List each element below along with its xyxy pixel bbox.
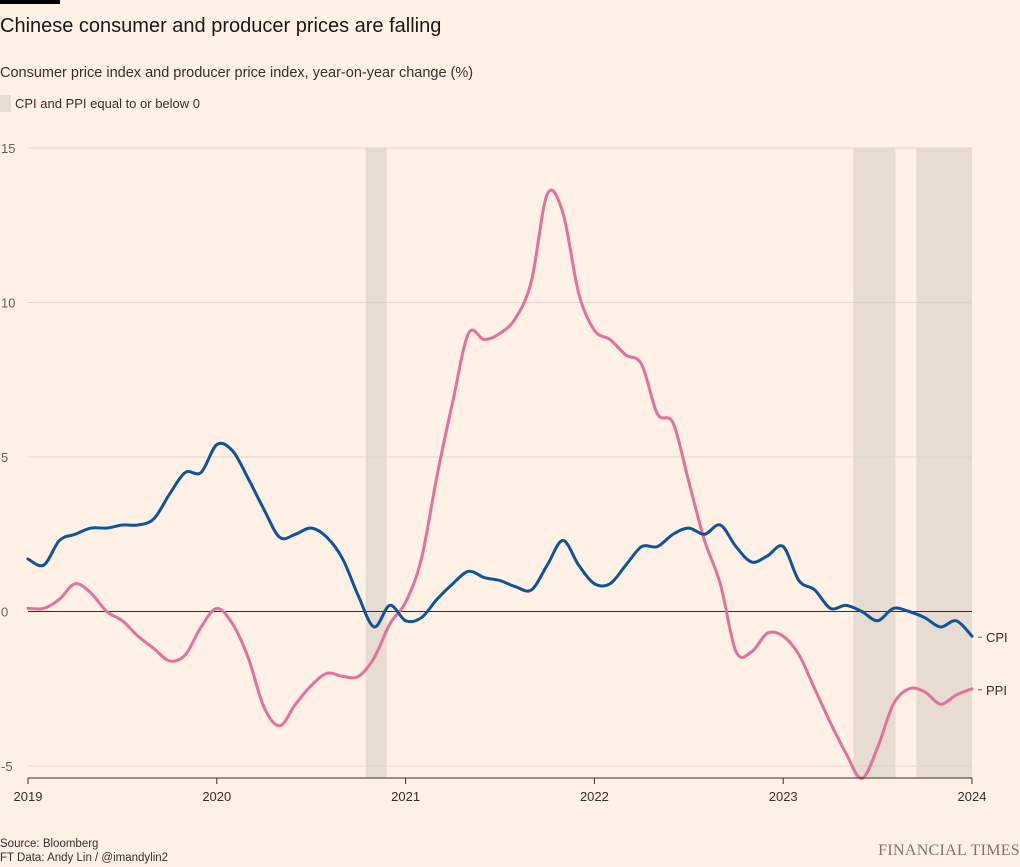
series-label-cpi: CPI: [986, 630, 1008, 645]
chart-title: Chinese consumer and producer prices are…: [0, 15, 442, 37]
x-tick-label: 2019: [14, 789, 43, 804]
series-labels: PPI CPI: [978, 630, 1008, 698]
x-axis: 2019 2020 2021 2022 2023 2024: [14, 777, 987, 804]
footer-credits: Source: Bloomberg FT Data: Andy Lin / @i…: [0, 837, 168, 865]
shaded-period: [853, 148, 896, 778]
series-line-ppi: [26, 188, 974, 780]
y-tick-label: 0: [1, 605, 8, 620]
shaded-period: [365, 148, 387, 778]
series-lines: [26, 188, 974, 780]
ft-brand-logo: FINANCIAL TIMES: [878, 842, 1020, 859]
x-tick-label: 2023: [769, 789, 798, 804]
y-tick-label: 15: [1, 141, 15, 156]
legend-shade-label: CPI and PPI equal to or below 0: [15, 96, 201, 111]
y-tick-label: 5: [1, 450, 8, 465]
gridlines: 15 10 5 0 -5: [1, 141, 972, 774]
shaded-periods: [365, 148, 972, 778]
series-line-cpi: [26, 441, 974, 638]
x-tick-label: 2021: [391, 789, 420, 804]
chart-subtitle: Consumer price index and producer price …: [0, 65, 474, 81]
x-tick-label: 2024: [958, 789, 987, 804]
y-tick-label: 10: [1, 296, 15, 311]
x-tick-label: 2022: [580, 789, 609, 804]
series-label-ppi: PPI: [986, 683, 1007, 698]
x-tick-label: 2020: [202, 789, 231, 804]
y-tick-label: -5: [1, 759, 13, 774]
credit-text: FT Data: Andy Lin / @imandylin2: [0, 852, 169, 864]
legend-shade-swatch: [0, 95, 11, 112]
legend: CPI and PPI equal to or below 0: [0, 95, 200, 112]
source-text: Source: Bloomberg: [0, 838, 99, 850]
shaded-period: [916, 148, 972, 778]
ft-top-bar: [0, 0, 60, 4]
